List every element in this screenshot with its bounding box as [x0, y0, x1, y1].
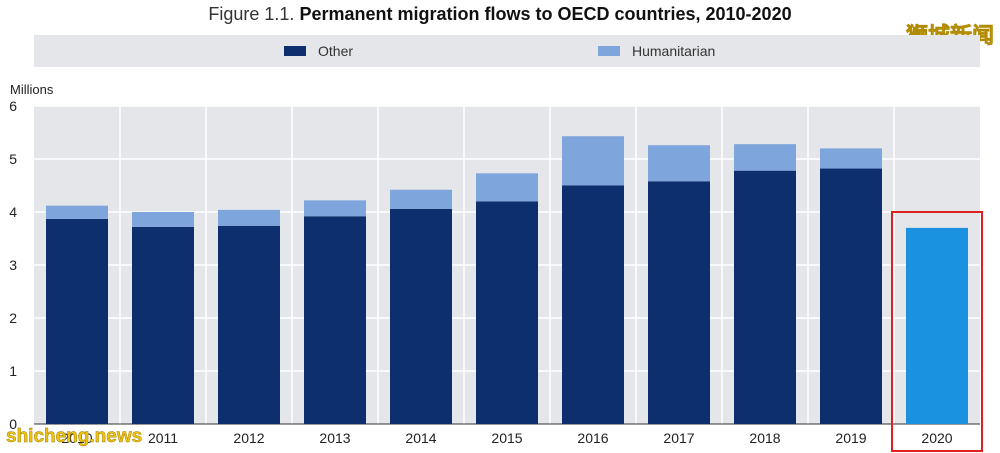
- watermark-logo-bottom: shicheng.news: [6, 426, 143, 448]
- x-tick-label: 2020: [921, 430, 952, 446]
- x-tick-label: 2017: [663, 430, 694, 446]
- bar-humanitarian-2015: [476, 173, 538, 202]
- y-tick-label: 1: [9, 363, 17, 379]
- x-tick-label: 2012: [233, 430, 264, 446]
- legend-item-humanitarian: Humanitarian: [598, 43, 715, 59]
- bar-humanitarian-2011: [132, 212, 194, 227]
- bar-humanitarian-2012: [218, 209, 280, 226]
- bar-other-2011: [132, 226, 194, 424]
- bar-other-2016: [562, 185, 624, 424]
- y-tick-label: 3: [9, 257, 17, 273]
- bar-other-2012: [218, 225, 280, 424]
- x-tick-label: 2010: [61, 430, 92, 446]
- x-tick-label: 2013: [319, 430, 350, 446]
- bar-humanitarian-2018: [734, 144, 796, 171]
- x-tick-label: 2016: [577, 430, 608, 446]
- bar-other-2019: [820, 168, 882, 424]
- bar-other-2015: [476, 201, 538, 424]
- bar-humanitarian-2017: [648, 145, 710, 182]
- x-tick-label: 2018: [749, 430, 780, 446]
- x-tick-label: 2014: [405, 430, 436, 446]
- y-tick-label: 0: [9, 416, 17, 432]
- y-tick-label: 6: [9, 98, 17, 114]
- bar-humanitarian-2014: [390, 189, 452, 209]
- legend-label-humanitarian: Humanitarian: [632, 43, 716, 59]
- legend: Other Humanitarian: [34, 35, 980, 67]
- y-axis-unit-label: Millions: [10, 82, 54, 97]
- legend-item-other: Other: [284, 43, 353, 59]
- chart-title-text: Permanent migration flows to OECD countr…: [299, 4, 792, 24]
- bar-other-2014: [390, 208, 452, 424]
- bar-humanitarian-2016: [562, 136, 624, 186]
- legend-label-other: Other: [318, 43, 354, 59]
- x-tick-label: 2011: [148, 430, 178, 446]
- figure-number: Figure 1.1.: [208, 4, 295, 24]
- highlight-box-2020: [891, 211, 983, 452]
- bar-other-2020: [906, 227, 968, 424]
- bar-other-2017: [648, 181, 710, 424]
- bar-other-2018: [734, 170, 796, 424]
- bar-humanitarian-2010: [46, 205, 108, 219]
- bar-other-2013: [304, 216, 366, 424]
- y-tick-label: 5: [9, 151, 17, 167]
- y-tick-label: 4: [9, 204, 17, 220]
- chart-title: Figure 1.1. Permanent migration flows to…: [0, 4, 1000, 25]
- bar-other-2010: [46, 218, 108, 424]
- legend-swatch-humanitarian: [598, 46, 620, 56]
- bar-humanitarian-2013: [304, 200, 366, 217]
- x-tick-label: 2019: [835, 430, 866, 446]
- y-tick-label: 2: [9, 310, 17, 326]
- x-tick-label: 2015: [491, 430, 522, 446]
- legend-swatch-other: [284, 46, 306, 56]
- bar-humanitarian-2019: [820, 148, 882, 169]
